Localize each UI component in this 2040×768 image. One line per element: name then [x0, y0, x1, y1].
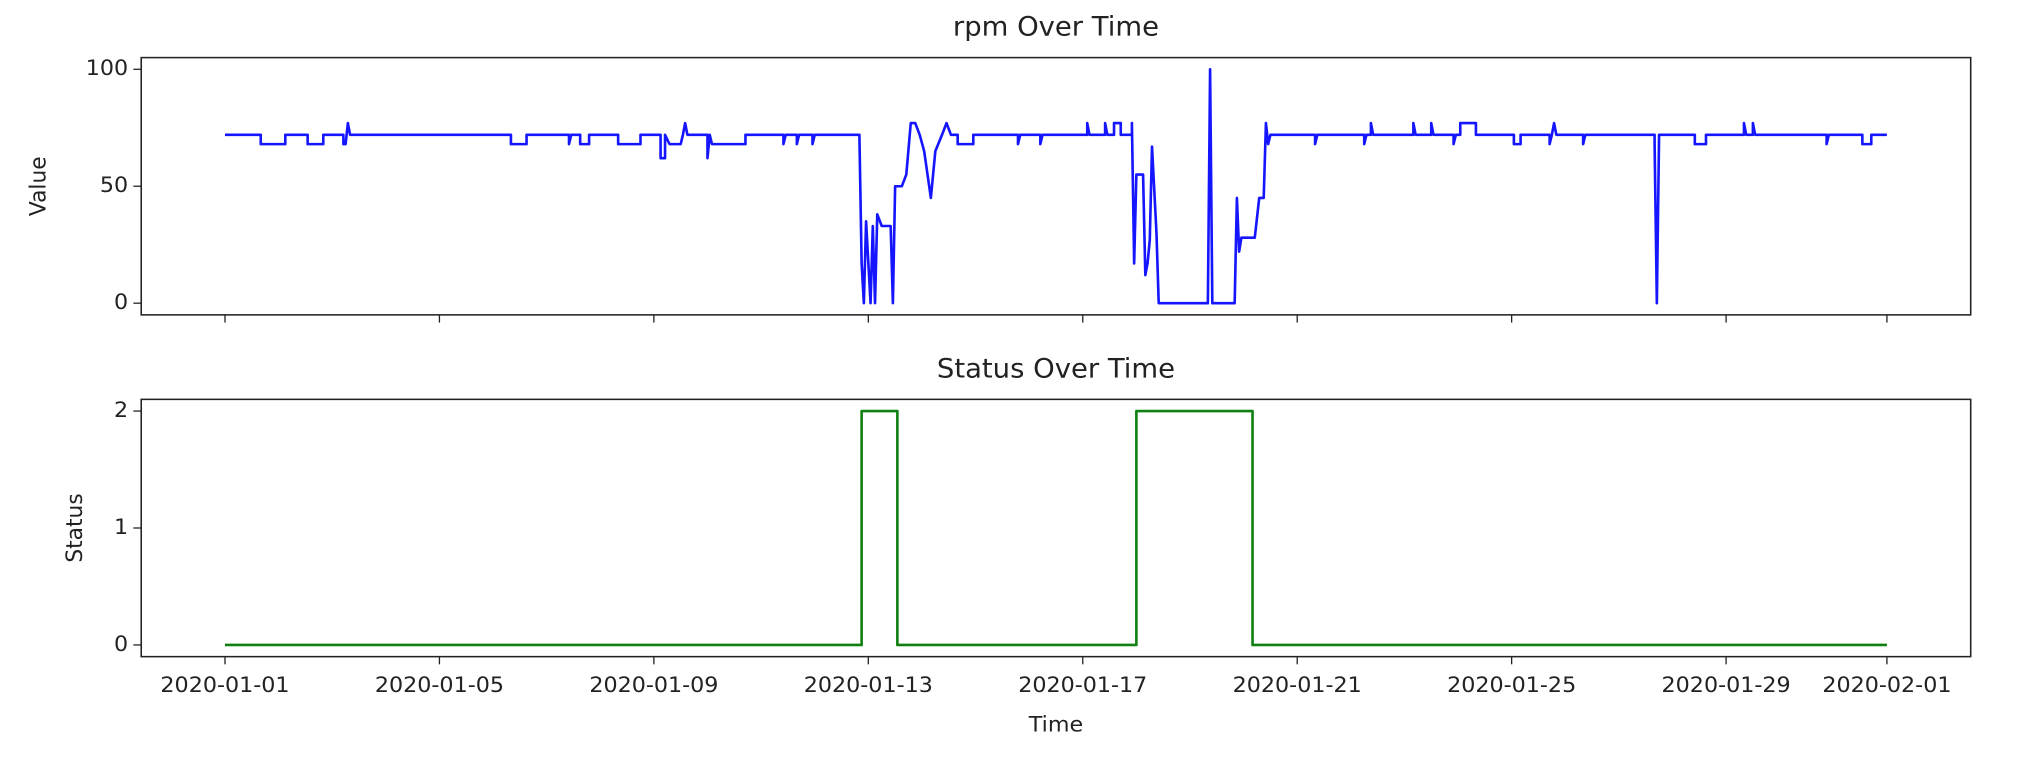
y-tick-label: 2 — [114, 398, 128, 423]
x-tick-label: 2020-02-01 — [1822, 673, 1951, 698]
x-tick-label: 2020-01-05 — [375, 673, 504, 698]
data-line — [225, 409, 1887, 647]
y-tick-label: 0 — [114, 632, 128, 657]
x-tick-label: 2020-01-17 — [1018, 673, 1147, 698]
data-line — [225, 68, 1887, 305]
x-tick-label: 2020-01-01 — [160, 673, 289, 698]
x-tick-label: 2020-01-29 — [1662, 673, 1791, 698]
y-axis-label: Status — [63, 493, 88, 562]
y-tick-label: 0 — [114, 290, 128, 315]
x-axis-label: Time — [1028, 713, 1083, 738]
y-tick-label: 1 — [114, 515, 128, 540]
y-tick-label: 100 — [86, 56, 128, 81]
x-tick-label: 2020-01-09 — [589, 673, 718, 698]
plot-frame — [140, 398, 1972, 658]
chart-title: Status Over Time — [937, 354, 1175, 385]
plot-frame — [140, 56, 1972, 316]
x-tick-label: 2020-01-21 — [1233, 673, 1362, 698]
x-tick-label: 2020-01-25 — [1447, 673, 1576, 698]
y-tick-label: 50 — [100, 173, 128, 198]
y-axis-label: Value — [26, 156, 51, 216]
chart-title: rpm Over Time — [953, 12, 1159, 43]
x-tick-label: 2020-01-13 — [804, 673, 933, 698]
